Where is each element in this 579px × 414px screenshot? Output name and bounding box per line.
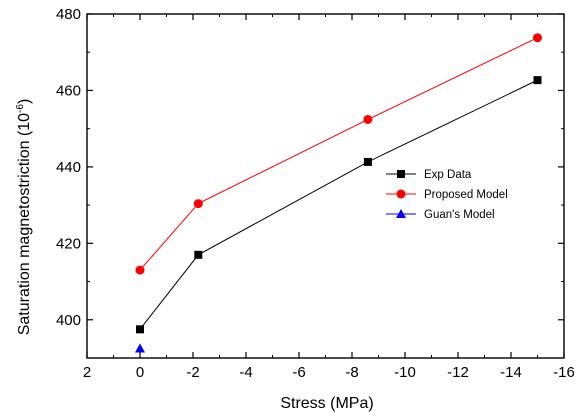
x-tick-label: 2: [83, 364, 91, 381]
x-tick-label: 0: [136, 364, 144, 381]
legend-marker: [397, 170, 405, 178]
series-line: [139, 37, 538, 271]
x-tick-label: -16: [553, 364, 575, 381]
x-tick-label: -2: [186, 364, 199, 381]
series-2: [135, 343, 145, 353]
x-tick-label: -4: [239, 364, 252, 381]
y-tick-label: 440: [56, 159, 81, 176]
x-axis-title: Stress (MPa): [280, 395, 373, 412]
legend-label: Exp Data: [424, 169, 472, 181]
legend-marker: [396, 209, 406, 218]
series-1: [135, 33, 542, 275]
legend: Exp Data Proposed Model Guan's Model: [386, 169, 508, 221]
y-axis-title-main: Saturation magnetostriction (10: [16, 113, 33, 335]
data-point: [363, 157, 372, 166]
legend-label: Proposed Model: [424, 189, 508, 201]
data-point: [194, 250, 203, 259]
series-0: [136, 76, 542, 334]
data-point: [136, 325, 144, 334]
y-axis-title-exponent: -6: [15, 104, 26, 113]
x-tick-label: -8: [345, 364, 358, 381]
legend-label: Guan's Model: [424, 209, 495, 221]
series-line: [139, 79, 538, 330]
x-tick-label: -6: [292, 364, 305, 381]
data-point: [533, 33, 542, 43]
x-tick-label: -10: [394, 364, 416, 381]
legend-marker: [396, 189, 406, 199]
data-point: [533, 76, 542, 85]
x-tick-label: -12: [447, 364, 469, 381]
series-layer: [135, 33, 542, 353]
y-tick-label: 400: [56, 312, 81, 329]
y-tick-label: 480: [56, 6, 81, 23]
data-point: [135, 265, 145, 275]
ticks-layer: 2 0 -2 -4 -6 -8 -10 -12 -14 -16 400 420 440 460 480: [56, 6, 575, 381]
y-axis-title: Saturation magnetostriction (10-6): [15, 99, 33, 336]
y-axis-title-suffix: ): [16, 99, 33, 104]
data-point: [193, 199, 203, 209]
y-tick-label: 420: [56, 235, 81, 252]
x-tick-label: -14: [500, 364, 522, 381]
data-point: [135, 343, 145, 353]
data-point: [363, 114, 373, 124]
y-tick-label: 460: [56, 82, 81, 99]
